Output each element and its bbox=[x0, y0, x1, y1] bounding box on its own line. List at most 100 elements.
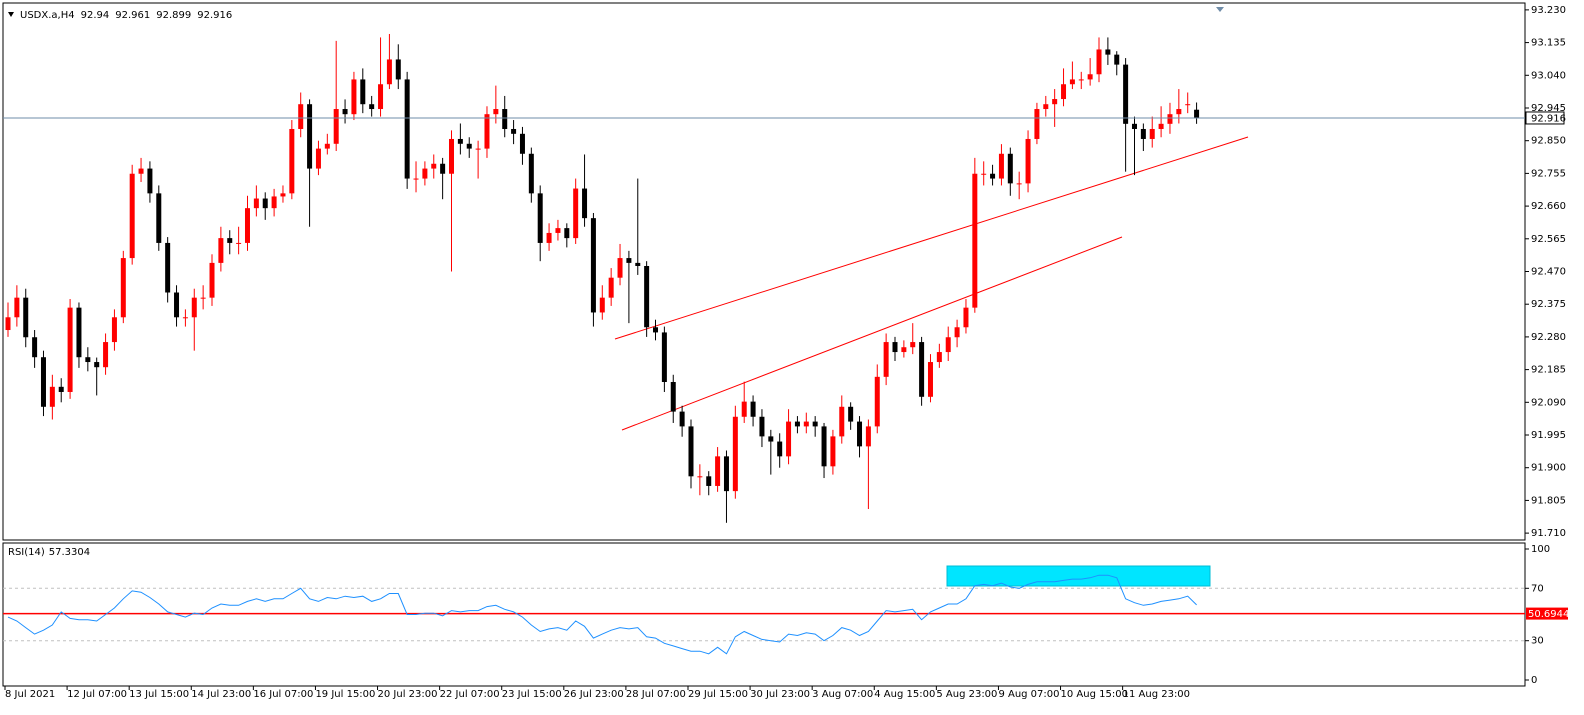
candle-body bbox=[599, 297, 605, 313]
candle-body bbox=[830, 436, 836, 467]
candle-body bbox=[573, 188, 579, 239]
candle-body bbox=[23, 297, 29, 338]
candle-body bbox=[386, 59, 392, 85]
candle-body bbox=[972, 173, 978, 308]
candle-body bbox=[5, 317, 11, 331]
x-tick-label: 8 Jul 2021 bbox=[5, 689, 55, 700]
candle-body bbox=[679, 411, 685, 427]
candle-body bbox=[919, 342, 925, 397]
candle-body bbox=[661, 332, 667, 382]
candle-body bbox=[1052, 99, 1058, 105]
candle-body bbox=[333, 109, 339, 144]
y-tick-label: 93.230 bbox=[1531, 5, 1566, 16]
candle-body bbox=[617, 258, 623, 278]
candle-body bbox=[1016, 183, 1022, 185]
symbol-header: USDX.a,H4 92.94 92.961 92.899 92.916 bbox=[20, 10, 232, 21]
candle-body bbox=[191, 297, 197, 318]
candle-body bbox=[812, 421, 818, 427]
rsi-value: 57.3304 bbox=[49, 547, 90, 558]
candle-body bbox=[564, 228, 570, 239]
candle-body bbox=[1131, 123, 1137, 129]
candle-body bbox=[14, 297, 20, 318]
candle-body bbox=[1149, 128, 1155, 139]
candle-body bbox=[1114, 54, 1120, 65]
candle-body bbox=[369, 104, 375, 110]
rsi-tick-label: 100 bbox=[1531, 544, 1550, 555]
candle-body bbox=[271, 196, 277, 209]
candle-body bbox=[111, 317, 117, 343]
candle-body bbox=[528, 153, 534, 194]
candle-body bbox=[839, 406, 845, 437]
ohlc-close: 92.916 bbox=[197, 10, 232, 21]
candle-body bbox=[927, 362, 933, 397]
candle-body bbox=[688, 426, 694, 477]
candle-body bbox=[1069, 79, 1075, 85]
candle-body bbox=[901, 347, 907, 353]
candle-body bbox=[723, 456, 729, 492]
candle-body bbox=[519, 133, 525, 154]
y-tick-label: 93.040 bbox=[1531, 70, 1566, 81]
rsi-name: RSI(14) bbox=[8, 547, 45, 558]
candle-body bbox=[209, 262, 215, 298]
y-tick-label: 92.945 bbox=[1531, 103, 1566, 114]
candle-body bbox=[963, 307, 969, 328]
shift-marker[interactable] bbox=[1216, 7, 1224, 12]
x-tick-label: 16 Jul 07:00 bbox=[253, 689, 313, 700]
candle-body bbox=[422, 168, 428, 179]
candle-body bbox=[511, 128, 517, 134]
y-tick-label: 91.900 bbox=[1531, 463, 1566, 474]
candle-body bbox=[848, 406, 854, 422]
candle-body bbox=[395, 59, 401, 80]
highlight-box[interactable] bbox=[946, 565, 1211, 587]
collapse-icon[interactable] bbox=[8, 12, 14, 17]
candle-body bbox=[1007, 153, 1013, 184]
candle-body bbox=[1158, 123, 1164, 129]
y-tick-label: 92.660 bbox=[1531, 201, 1566, 212]
candle-body bbox=[644, 265, 650, 328]
x-tick-label: 29 Jul 15:00 bbox=[688, 689, 748, 700]
y-tick-label: 92.375 bbox=[1531, 299, 1566, 310]
candle-body bbox=[883, 342, 889, 377]
candle-body bbox=[466, 143, 472, 149]
candle-body bbox=[954, 327, 960, 338]
candle-body bbox=[626, 258, 632, 263]
candle-body bbox=[910, 342, 916, 348]
candle-body bbox=[502, 109, 508, 129]
candle-body bbox=[120, 258, 126, 318]
candle-body bbox=[1087, 74, 1093, 80]
candle-body bbox=[750, 401, 756, 417]
candle-body bbox=[732, 416, 738, 492]
candle-body bbox=[590, 218, 596, 313]
candle-body bbox=[706, 476, 712, 486]
ohlc-low: 92.899 bbox=[156, 10, 191, 21]
x-tick-label: 3 Aug 07:00 bbox=[812, 689, 873, 700]
candle-body bbox=[537, 193, 543, 243]
x-tick-label: 30 Jul 23:00 bbox=[750, 689, 810, 700]
candle-body bbox=[200, 297, 206, 299]
candle-body bbox=[94, 362, 100, 368]
candle-body bbox=[874, 376, 880, 427]
candle-body bbox=[759, 416, 765, 437]
x-tick-label: 14 Jul 23:00 bbox=[191, 689, 251, 700]
candle-body bbox=[440, 163, 446, 174]
main-panel bbox=[2, 2, 1526, 541]
rsi-level-label: 50.6944 bbox=[1528, 609, 1569, 620]
rsi-line bbox=[7, 574, 1197, 655]
trend-line[interactable] bbox=[614, 136, 1249, 340]
candle-body bbox=[493, 109, 499, 115]
rsi-tick-label: 30 bbox=[1531, 636, 1544, 647]
candle-body bbox=[227, 238, 233, 243]
x-tick-label: 4 Aug 15:00 bbox=[874, 689, 935, 700]
candle-body bbox=[253, 198, 259, 209]
candle-body bbox=[236, 242, 242, 244]
candle-body bbox=[315, 148, 321, 169]
candle-body bbox=[582, 188, 588, 219]
x-tick-label: 19 Jul 15:00 bbox=[315, 689, 375, 700]
candle-body bbox=[457, 138, 463, 144]
candle-body bbox=[697, 476, 703, 478]
y-tick-label: 92.565 bbox=[1531, 234, 1566, 245]
candle-body bbox=[156, 193, 162, 243]
candle-body bbox=[768, 436, 774, 442]
trend-line[interactable] bbox=[621, 236, 1123, 431]
candle-body bbox=[103, 342, 109, 368]
